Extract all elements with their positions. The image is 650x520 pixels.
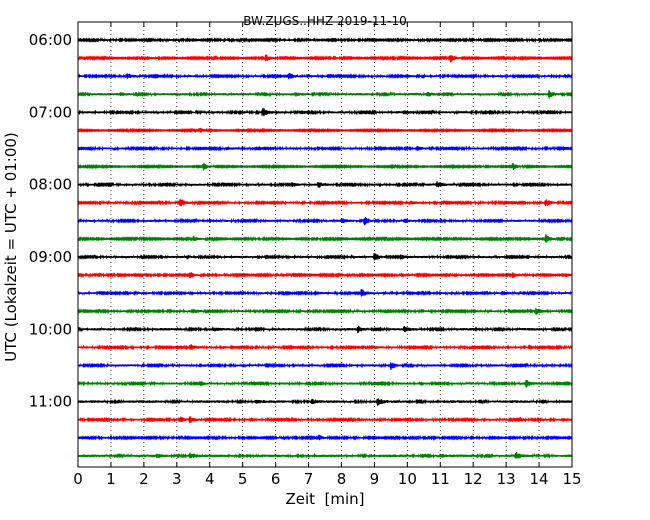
seismic-trace — [77, 272, 573, 279]
seismic-trace — [77, 54, 573, 63]
seismic-trace — [77, 145, 573, 152]
seismic-trace — [77, 107, 573, 117]
seismic-trace — [77, 127, 573, 134]
x-tick-label: 7 — [304, 470, 314, 488]
seismic-trace — [77, 379, 573, 388]
seismic-trace — [77, 163, 573, 171]
x-axis-label: Zeit [min] — [285, 490, 364, 508]
x-tick-label: 14 — [530, 470, 549, 488]
seismic-trace — [77, 325, 573, 334]
y-tick-label: 10:00 — [29, 320, 72, 338]
x-tick-label: 13 — [497, 470, 516, 488]
x-tick-label: 6 — [271, 470, 281, 488]
x-tick-label: 4 — [205, 470, 215, 488]
seismic-trace — [77, 344, 573, 351]
x-axis-ticks: 0 1 2 3 4 5 6 7 8 9 10 11 12 13 14 15 — [73, 22, 582, 488]
y-tick-label: 08:00 — [29, 176, 72, 194]
plot-frame — [77, 21, 573, 468]
x-tick-label: 3 — [172, 470, 182, 488]
y-axis-ticks: 06:00 07:00 08:00 09:00 10:00 11:00 — [29, 31, 572, 411]
seismic-trace — [77, 398, 573, 406]
x-tick-label: 15 — [562, 470, 581, 488]
x-tick-label: 8 — [337, 470, 347, 488]
seismic-trace — [77, 416, 573, 424]
seismic-trace — [77, 307, 573, 315]
seismic-trace — [77, 198, 573, 207]
x-tick-label: 5 — [238, 470, 248, 488]
y-axis-label: UTC (Lokalzeit = UTC + 01:00) — [2, 132, 20, 362]
seismic-trace — [77, 289, 573, 297]
seismic-trace — [77, 37, 573, 43]
y-tick-label: 07:00 — [29, 103, 72, 121]
chart-title: BW.ZUGS..HHZ 2019-11-10 — [243, 14, 406, 28]
seismic-trace — [77, 216, 573, 226]
seismic-trace — [77, 452, 573, 459]
y-tick-label: 06:00 — [29, 31, 72, 49]
x-tick-label: 10 — [398, 470, 417, 488]
seismic-trace — [77, 72, 573, 80]
x-tick-label: 12 — [464, 470, 483, 488]
x-tick-label: 0 — [73, 470, 83, 488]
seismic-trace — [77, 253, 573, 261]
x-tick-label: 9 — [370, 470, 380, 488]
seismic-trace — [77, 362, 573, 370]
seismic-trace — [77, 434, 573, 441]
x-tick-label: 1 — [106, 470, 116, 488]
y-tick-label: 09:00 — [29, 248, 72, 266]
seismic-trace — [77, 234, 573, 243]
seismic-traces — [77, 37, 573, 459]
seismic-trace — [77, 90, 573, 99]
y-tick-label: 11:00 — [29, 393, 72, 411]
x-tick-label: 2 — [139, 470, 149, 488]
seismic-trace — [77, 181, 573, 188]
x-tick-label: 11 — [431, 470, 450, 488]
